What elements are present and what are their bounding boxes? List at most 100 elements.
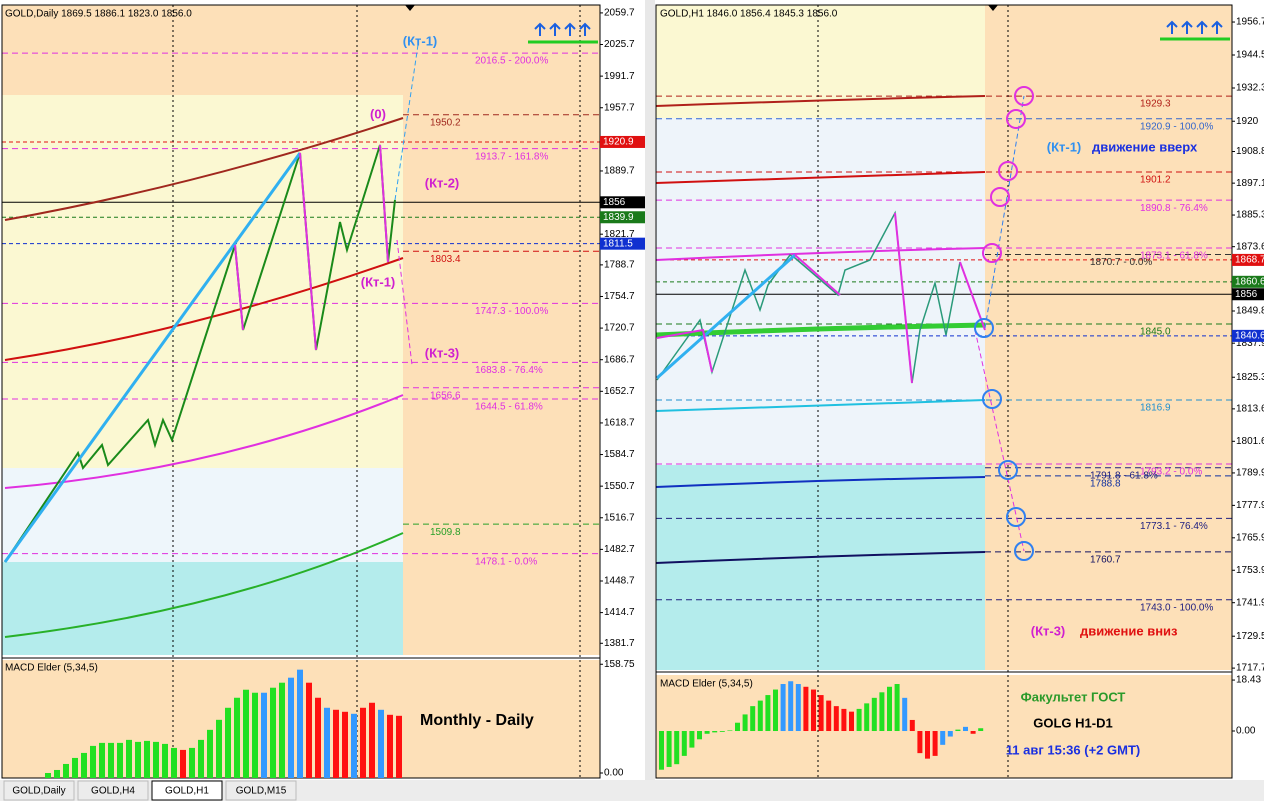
histogram-bar bbox=[72, 757, 78, 778]
histogram-bar bbox=[917, 731, 923, 754]
zone bbox=[656, 118, 985, 465]
histogram-bar bbox=[252, 692, 258, 778]
zone bbox=[2, 562, 403, 655]
histogram-bar bbox=[909, 719, 915, 732]
histogram-bar bbox=[162, 743, 168, 778]
histogram-bar bbox=[955, 729, 961, 732]
tab[interactable] bbox=[151, 780, 223, 801]
price-box bbox=[1232, 288, 1264, 301]
y-tick-label: 1754.7 bbox=[604, 291, 635, 302]
y-tick-label: 18.43 bbox=[1236, 675, 1261, 686]
histogram-bar bbox=[887, 686, 892, 732]
price-box bbox=[600, 135, 645, 148]
histogram-bar bbox=[780, 684, 786, 732]
histogram-bar bbox=[894, 684, 900, 732]
histogram-bar bbox=[198, 739, 204, 778]
histogram-bar bbox=[108, 742, 114, 778]
level-label: 1683.8 - 76.4% bbox=[475, 365, 543, 376]
histogram-bar bbox=[171, 747, 177, 778]
y-tick-label: 1956.7 bbox=[1236, 17, 1264, 28]
level-label: 1760.7 bbox=[1090, 555, 1121, 566]
histogram-bar bbox=[99, 742, 105, 778]
level-label: 1845.0 bbox=[1140, 327, 1171, 338]
level-label: 1803.4 bbox=[430, 254, 461, 265]
y-tick-label: 1837.9 bbox=[1236, 338, 1264, 349]
histogram-bar bbox=[216, 719, 222, 778]
y-tick-label: 1482.7 bbox=[604, 544, 635, 555]
histogram-bar bbox=[757, 700, 763, 732]
histogram-bar bbox=[81, 752, 87, 778]
annotation: (0) bbox=[370, 106, 386, 121]
tabs: GOLD,Daily GOLD,H4 GOLD,H1 GOLD,M15 bbox=[3, 780, 297, 801]
histogram-bar bbox=[243, 689, 249, 778]
histogram-bar bbox=[826, 700, 832, 732]
histogram-bar bbox=[369, 702, 375, 778]
histogram-bar bbox=[818, 695, 824, 732]
histogram-bar bbox=[54, 769, 60, 778]
y-tick-label: 1897.1 bbox=[1236, 178, 1264, 189]
tab-label[interactable]: GOLD,M15 bbox=[236, 786, 287, 797]
tab[interactable] bbox=[225, 780, 297, 801]
histogram-bar bbox=[681, 731, 687, 756]
price-box-label: 1811.5 bbox=[603, 238, 633, 249]
level-label: 1913.7 - 161.8% bbox=[475, 151, 548, 162]
level-label: 1870.7 - 0.0% bbox=[1090, 257, 1152, 268]
y-tick-label: 1753.9 bbox=[1236, 565, 1264, 576]
y-tick-label: 1652.7 bbox=[604, 386, 635, 397]
level-label: 1793.2 - 0.0% bbox=[1140, 467, 1202, 478]
histogram-bar bbox=[940, 731, 946, 745]
histogram-bar bbox=[925, 731, 930, 759]
histogram-bar bbox=[788, 681, 794, 732]
y-tick-label: 1849.8 bbox=[1236, 306, 1264, 317]
histogram-bar bbox=[811, 689, 816, 732]
y-tick-label: 2059.7 bbox=[604, 8, 635, 19]
price-box-label: 1839.9 bbox=[603, 212, 634, 223]
splitter bbox=[645, 0, 655, 780]
y-tick-label: 1944.5 bbox=[1236, 50, 1264, 61]
histogram-bar bbox=[674, 731, 680, 765]
histogram-bar bbox=[833, 706, 839, 732]
tab[interactable] bbox=[3, 780, 75, 801]
histogram-bar bbox=[153, 741, 159, 778]
level-label: 1929.3 bbox=[1140, 99, 1171, 110]
y-tick-label: 1618.7 bbox=[604, 418, 635, 429]
y-tick-label: 1729.5 bbox=[1236, 631, 1264, 642]
macd-bg bbox=[656, 675, 1232, 778]
tab-label[interactable]: GOLD,H4 bbox=[91, 786, 135, 797]
histogram-bar bbox=[288, 677, 294, 778]
histogram-bar bbox=[297, 669, 303, 778]
y-tick-label: 1381.7 bbox=[604, 638, 635, 649]
histogram-bar bbox=[666, 731, 672, 767]
histogram-bar bbox=[932, 731, 938, 756]
y-tick-label: 1777.9 bbox=[1236, 500, 1264, 511]
y-tick-label: 0.00 bbox=[604, 768, 624, 779]
histogram-bar bbox=[279, 682, 285, 778]
histogram-bar bbox=[727, 730, 733, 732]
histogram-bar bbox=[351, 713, 357, 778]
tab[interactable] bbox=[77, 780, 149, 801]
histogram-bar bbox=[261, 692, 267, 778]
price-box-label: 1856 bbox=[1235, 289, 1258, 300]
y-tick-label: 1720.7 bbox=[604, 323, 635, 334]
y-tick-label: 1885.3 bbox=[1236, 210, 1264, 221]
histogram-bar bbox=[126, 739, 132, 778]
price-box-label: 1860.6 bbox=[1235, 276, 1264, 287]
y-tick-label: 1717.7 bbox=[1236, 663, 1264, 674]
histogram-bar bbox=[63, 763, 69, 778]
y-tick-label: 1516.7 bbox=[604, 512, 635, 523]
price-box bbox=[600, 211, 645, 224]
level-label: 1644.5 - 61.8% bbox=[475, 402, 543, 413]
histogram-bar bbox=[864, 703, 870, 732]
tab-label[interactable]: GOLD,Daily bbox=[12, 786, 65, 797]
level-label: 1890.8 - 76.4% bbox=[1140, 203, 1208, 214]
macd-label: MACD Elder (5,34,5) bbox=[660, 679, 753, 690]
level-label: 1478.1 - 0.0% bbox=[475, 556, 537, 567]
zone bbox=[2, 468, 403, 562]
tab-label[interactable]: GOLD,H1 bbox=[165, 786, 209, 797]
price-box-label: 1840.6 bbox=[1235, 331, 1264, 342]
level-label: 1901.2 bbox=[1140, 175, 1171, 186]
level-label: 1873.1 - 61.8% bbox=[1140, 251, 1208, 262]
histogram-bar bbox=[225, 707, 231, 778]
y-tick-label: 1789.9 bbox=[1236, 468, 1264, 479]
price-box bbox=[1232, 329, 1264, 342]
